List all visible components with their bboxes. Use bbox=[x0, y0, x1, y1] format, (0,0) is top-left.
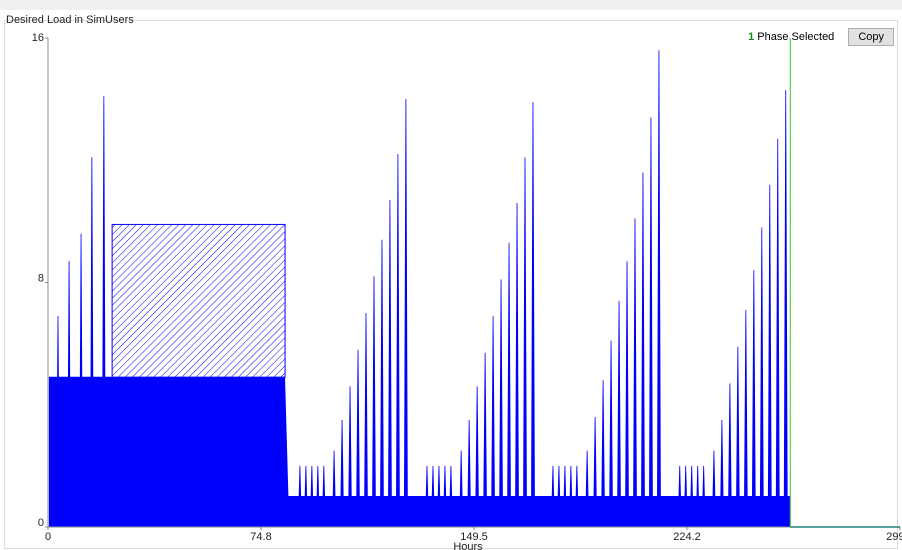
load-spike bbox=[364, 313, 369, 528]
group-box bbox=[4, 20, 898, 549]
load-spike bbox=[683, 465, 688, 528]
load-spike bbox=[695, 465, 700, 528]
load-spike bbox=[387, 199, 392, 528]
load-spike bbox=[340, 420, 345, 528]
load-spike bbox=[648, 117, 653, 528]
load-spike bbox=[609, 340, 614, 528]
load-spike bbox=[568, 465, 573, 528]
load-spike bbox=[436, 465, 441, 528]
load-spike bbox=[574, 465, 579, 528]
load-spike bbox=[562, 465, 567, 528]
load-spike bbox=[395, 154, 400, 528]
toolbar: 1 Phase Selected Copy bbox=[748, 28, 894, 46]
selection-status: 1 Phase Selected bbox=[748, 31, 834, 43]
load-spike bbox=[475, 386, 480, 528]
load-spike bbox=[55, 316, 60, 528]
load-spike bbox=[530, 102, 535, 528]
load-spike bbox=[371, 276, 376, 528]
selected-count: 1 bbox=[748, 31, 755, 43]
load-spike bbox=[632, 218, 637, 528]
load-spike bbox=[783, 89, 788, 528]
load-spike bbox=[677, 465, 682, 528]
load-spike bbox=[297, 465, 302, 528]
load-spike bbox=[467, 420, 472, 528]
load-spike bbox=[515, 203, 520, 528]
load-spike bbox=[689, 465, 694, 528]
load-spike bbox=[625, 261, 630, 528]
hatched-region bbox=[111, 223, 286, 378]
load-spike bbox=[767, 184, 772, 528]
load-spike bbox=[727, 383, 732, 528]
load-spike bbox=[403, 99, 408, 528]
load-spike bbox=[379, 239, 384, 528]
y-tick-label: 0 bbox=[38, 517, 44, 529]
load-spike bbox=[656, 50, 661, 528]
load-spike bbox=[617, 300, 622, 528]
load-spike bbox=[556, 465, 561, 528]
x-tick-label: 74.8 bbox=[250, 531, 271, 543]
load-spike bbox=[79, 233, 84, 528]
load-spike bbox=[67, 261, 72, 528]
load-spike bbox=[751, 270, 756, 528]
load-spike bbox=[309, 465, 314, 528]
load-spike bbox=[640, 172, 645, 528]
load-spike bbox=[743, 310, 748, 528]
chart-title: Desired Load in SimUsers bbox=[6, 14, 134, 26]
load-spike bbox=[735, 346, 740, 528]
copy-button[interactable]: Copy bbox=[848, 28, 894, 46]
load-spike bbox=[711, 450, 716, 528]
load-spike bbox=[459, 450, 464, 528]
load-spike bbox=[593, 416, 598, 528]
y-tick-label: 8 bbox=[38, 272, 44, 284]
y-tick-label: 16 bbox=[32, 32, 44, 44]
x-tick-label: 224.2 bbox=[673, 531, 701, 543]
load-spike bbox=[356, 349, 361, 528]
load-spike bbox=[719, 420, 724, 528]
load-spike bbox=[701, 465, 706, 528]
load-spike bbox=[523, 157, 528, 528]
x-tick-label: 0 bbox=[45, 531, 51, 543]
x-tick-label: 149.5 bbox=[460, 531, 488, 543]
load-spike bbox=[315, 465, 320, 528]
load-spike bbox=[430, 465, 435, 528]
load-spike bbox=[424, 465, 429, 528]
load-spike bbox=[442, 465, 447, 528]
load-spike bbox=[550, 465, 555, 528]
load-spike bbox=[759, 227, 764, 528]
load-spike bbox=[89, 157, 94, 528]
load-spike bbox=[448, 465, 453, 528]
load-spike bbox=[491, 316, 496, 528]
load-spike bbox=[601, 380, 606, 528]
selected-label: Phase Selected bbox=[757, 31, 835, 43]
load-spike bbox=[483, 352, 488, 528]
top-strip bbox=[0, 0, 902, 10]
load-spike bbox=[303, 465, 308, 528]
load-spike bbox=[348, 386, 353, 528]
load-spike bbox=[332, 450, 337, 528]
load-spike bbox=[321, 465, 326, 528]
load-spike bbox=[775, 138, 780, 528]
load-spike bbox=[499, 279, 504, 528]
load-spike bbox=[585, 450, 590, 528]
x-tick-label: 299.0 bbox=[886, 531, 902, 543]
load-spike bbox=[507, 242, 512, 528]
x-axis-label: Hours bbox=[453, 541, 483, 550]
load-spike bbox=[101, 96, 106, 528]
